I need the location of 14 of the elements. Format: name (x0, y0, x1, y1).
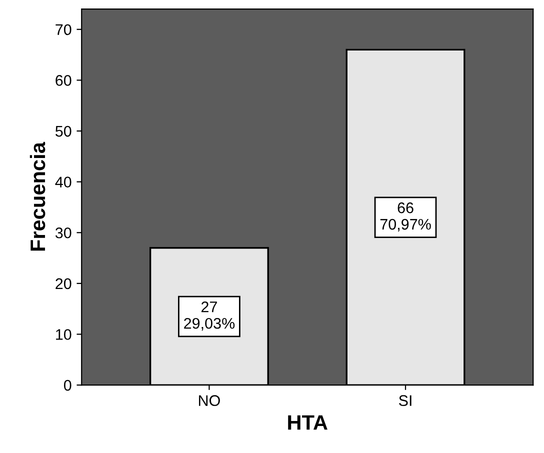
y-axis-title: Frecuencia (30, 142, 46, 251)
x-tick-label: NO (199, 395, 220, 406)
y-tick-label: 70 (56, 24, 72, 36)
x-axis-title: HTA (288, 415, 328, 430)
y-tick-label: 40 (55, 176, 72, 188)
y-tick-label: 50 (55, 126, 72, 137)
x-tick-label: SI (398, 395, 412, 406)
y-tick-label: 10 (56, 329, 72, 340)
data-label: 27 29,03% (184, 302, 235, 331)
y-tick-label: 0 (64, 380, 72, 391)
data-label: 66 70,97% (380, 202, 431, 232)
y-tick-label: 20 (56, 278, 72, 290)
y-tick-label: 30 (55, 227, 72, 238)
y-tick-label: 60 (56, 75, 72, 86)
